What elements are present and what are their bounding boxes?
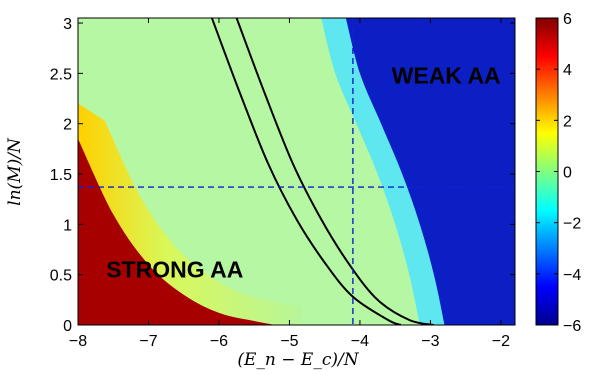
- y-tick-label: 3: [63, 16, 72, 33]
- x-tick-label: −8: [69, 333, 87, 350]
- y-tick-label: 2.5: [50, 66, 72, 83]
- heatmap-plot-area: −8 −7 −6 −5 −4 −3 −2 0 0.5 1 1.5 2 2.5 3 STRONG AA W…: [50, 16, 516, 350]
- x-tick-label: −4: [351, 333, 369, 350]
- x-tick-label: −2: [492, 333, 510, 350]
- curves-group: [210, 18, 435, 325]
- colorbar-tick-label: −2: [563, 216, 581, 233]
- strong-aa-region: [78, 138, 276, 325]
- y-tick-label: 0: [63, 318, 72, 335]
- black-curve-1: [210, 18, 402, 325]
- reference-lines: [78, 18, 515, 325]
- y-tick-label: 1: [63, 217, 72, 234]
- colorbar-tick-label: −6: [563, 318, 581, 335]
- x-tick-label: −5: [280, 333, 298, 350]
- x-tick-label: −7: [139, 333, 157, 350]
- weak-aa-region: [345, 18, 515, 325]
- y-tick-label: 0.5: [50, 268, 72, 285]
- colorbar-tick-label: 4: [563, 62, 572, 79]
- y-axis-ticks: 0 0.5 1 1.5 2 2.5 3: [50, 16, 515, 335]
- colorbar-tick-label: −4: [563, 267, 581, 284]
- strong-aa-annotation: STRONG AA: [106, 257, 243, 283]
- x-axis-label-group: (E_n − E_c)/N: [237, 350, 359, 370]
- x-axis-label: (E_n − E_c)/N: [237, 350, 359, 370]
- y-tick-label: 2: [63, 117, 72, 134]
- colorbar-tick-label: 6: [563, 11, 572, 28]
- y-tick-label: 1.5: [50, 167, 72, 184]
- colorbar-tick-label: 2: [563, 113, 572, 130]
- x-tick-label: −3: [421, 333, 439, 350]
- x-axis-ticks: −8 −7 −6 −5 −4 −3 −2: [69, 18, 510, 350]
- colorbar: 6 4 2 0 −2 −4 −6: [535, 11, 581, 335]
- x-tick-label: −6: [210, 333, 228, 350]
- colorbar-tick-label: 0: [563, 165, 572, 182]
- weak-aa-annotation: WEAK AA: [392, 62, 501, 88]
- y-axis-label-group: ln(M)/N: [5, 137, 25, 206]
- black-curve-2: [235, 18, 435, 325]
- y-axis-label: ln(M)/N: [5, 137, 25, 206]
- colorbar-ticks: 6 4 2 0 −2 −4 −6: [536, 11, 581, 335]
- plot-frame: [77, 17, 516, 326]
